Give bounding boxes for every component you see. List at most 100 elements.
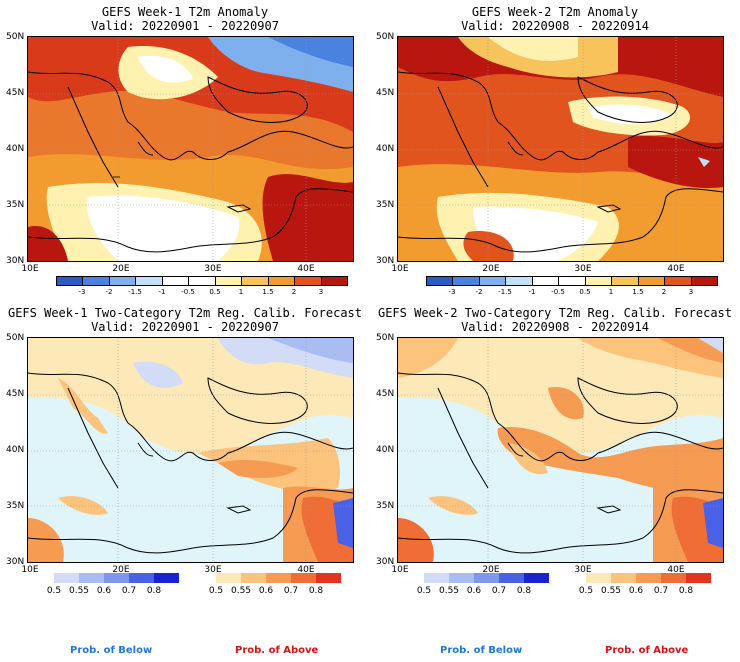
lat-label-30n: 30N — [6, 256, 25, 266]
above-swatch — [586, 573, 611, 583]
anomaly-tick: -0.5 — [181, 288, 195, 296]
lat-label-45n: 45N — [376, 389, 395, 399]
anomaly-swatch — [559, 277, 586, 285]
lat-label-35n: 35N — [376, 200, 395, 210]
below-tick: 0.8 — [516, 586, 532, 596]
below-swatch — [524, 573, 549, 583]
below-tick: 0.6 — [96, 586, 112, 596]
panel-title: GEFS Week-2 Two-Category T2m Reg. Calib.… — [377, 306, 732, 320]
anomaly-swatch — [453, 277, 480, 285]
lat-label-45n: 45N — [376, 88, 395, 98]
above-tick: 0.55 — [230, 586, 252, 596]
anomaly-swatch — [136, 277, 163, 285]
anomaly-swatch — [612, 277, 639, 285]
lon-label-20e: 20E — [482, 264, 500, 274]
above-swatch — [611, 573, 636, 583]
anomaly-swatch — [215, 277, 243, 285]
panel-title: GEFS Week-1 T2m Anomaly — [101, 5, 269, 19]
panel-week1-probability: GEFS Week-1 Two-Category T2m Reg. Calib.… — [0, 300, 370, 631]
panel-valid-dates: Valid: 20220901 - 20220907 — [91, 320, 279, 334]
anomaly-swatch — [109, 277, 137, 285]
anomaly-swatch — [295, 277, 322, 285]
lon-label-10e: 10E — [21, 264, 39, 274]
above-colorbar — [216, 573, 341, 583]
anomaly-tick: -1.5 — [128, 288, 142, 296]
lat-label-40n: 40N — [6, 144, 25, 154]
anomaly-tick: -2 — [105, 288, 113, 296]
lat-label-50n: 50N — [376, 333, 395, 343]
below-tick: 0.55 — [438, 586, 460, 596]
prob-above-label: Prob. of Above — [235, 645, 319, 656]
lon-label-30e: 30E — [204, 565, 222, 575]
anomaly-tick: 2 — [661, 288, 667, 296]
lat-label-30n: 30N — [6, 557, 25, 567]
lon-label-40e: 40E — [667, 264, 685, 274]
below-swatch — [154, 573, 179, 583]
panel-valid-dates: Valid: 20220908 - 20220914 — [461, 19, 649, 33]
lon-label-10e: 10E — [21, 565, 39, 575]
above-tick: 0.5 — [578, 586, 594, 596]
anomaly-swatch — [189, 277, 216, 285]
anomaly-swatch — [506, 277, 533, 285]
below-swatch — [104, 573, 129, 583]
above-swatch — [686, 573, 711, 583]
prob-above-label: Prob. of Above — [605, 645, 689, 656]
above-tick: 0.7 — [653, 586, 669, 596]
below-colorbar — [424, 573, 549, 583]
panel-week1-anomaly: GEFS Week-1 T2m Anomaly Valid: 20220901 … — [0, 0, 370, 331]
anomaly-swatch — [242, 277, 269, 285]
lat-label-40n: 40N — [376, 445, 395, 455]
above-swatch — [661, 573, 686, 583]
below-tick: 0.8 — [146, 586, 162, 596]
anomaly-swatch — [532, 277, 560, 285]
lat-label-40n: 40N — [376, 144, 395, 154]
lat-label-45n: 45N — [6, 389, 25, 399]
lon-label-30e: 30E — [204, 264, 222, 274]
above-tick: 0.5 — [208, 586, 224, 596]
anomaly-tick: -3 — [78, 288, 86, 296]
lat-label-35n: 35N — [376, 501, 395, 511]
lon-label-40e: 40E — [297, 264, 315, 274]
above-tick: 0.6 — [628, 586, 644, 596]
panel-valid-dates: Valid: 20220908 - 20220914 — [461, 320, 649, 334]
above-swatch — [216, 573, 241, 583]
above-tick: 0.8 — [308, 586, 324, 596]
anomaly-tick: 1 — [238, 288, 244, 296]
below-tick: 0.7 — [491, 586, 507, 596]
lat-label-45n: 45N — [6, 88, 25, 98]
anomaly-map — [397, 36, 724, 262]
anomaly-swatch — [585, 277, 613, 285]
lon-label-40e: 40E — [297, 565, 315, 575]
lon-label-20e: 20E — [112, 264, 130, 274]
below-tick: 0.5 — [46, 586, 62, 596]
anomaly-tick: -0.5 — [551, 288, 565, 296]
below-tick: 0.5 — [416, 586, 432, 596]
anomaly-tick: 3 — [318, 288, 324, 296]
anomaly-tick: -1 — [158, 288, 166, 296]
panel-title: GEFS Week-1 Two-Category T2m Reg. Calib.… — [7, 306, 362, 320]
below-swatch — [424, 573, 449, 583]
anomaly-tick: 3 — [688, 288, 694, 296]
lon-label-30e: 30E — [574, 565, 592, 575]
anomaly-tick: 1 — [608, 288, 614, 296]
lon-label-10e: 10E — [391, 264, 409, 274]
anomaly-tick: 0.5 — [209, 288, 221, 296]
lat-label-50n: 50N — [376, 32, 395, 42]
anomaly-tick: 0.5 — [579, 288, 591, 296]
anomaly-tick: 1.5 — [632, 288, 644, 296]
anomaly-swatch — [83, 277, 110, 285]
lat-label-40n: 40N — [6, 445, 25, 455]
lat-label-50n: 50N — [6, 333, 25, 343]
lon-label-30e: 30E — [574, 264, 592, 274]
above-swatch — [636, 573, 661, 583]
panel-valid-dates: Valid: 20220901 - 20220907 — [91, 19, 279, 33]
anomaly-swatch — [638, 277, 666, 285]
below-swatch — [499, 573, 524, 583]
lon-label-20e: 20E — [482, 565, 500, 575]
lon-label-40e: 40E — [667, 565, 685, 575]
anomaly-swatch — [691, 277, 717, 285]
below-colorbar — [54, 573, 179, 583]
above-tick: 0.6 — [258, 586, 274, 596]
lat-label-30n: 30N — [376, 557, 395, 567]
probability-map — [397, 337, 724, 563]
